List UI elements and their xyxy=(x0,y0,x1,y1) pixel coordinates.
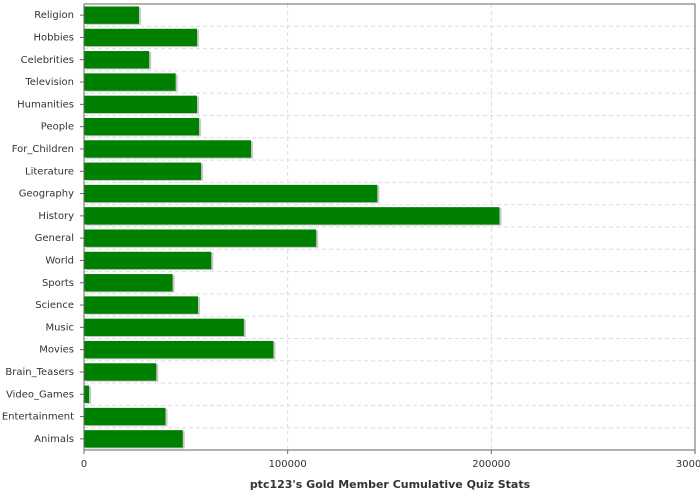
bar xyxy=(84,251,212,270)
bar xyxy=(84,363,157,381)
y-tick-label: Science xyxy=(35,300,74,311)
bar xyxy=(84,229,317,247)
bar xyxy=(84,162,202,180)
bar xyxy=(84,407,166,426)
chart-title: ptc123's Gold Member Cumulative Quiz Sta… xyxy=(250,478,531,491)
bar xyxy=(84,28,198,47)
bar xyxy=(84,6,139,24)
y-tick-label: People xyxy=(41,122,74,133)
y-tick-label: Hobbies xyxy=(34,32,74,43)
bar xyxy=(84,340,274,359)
bar xyxy=(84,95,198,114)
plot-border xyxy=(83,3,696,451)
y-tick-label: Television xyxy=(24,77,74,88)
bar xyxy=(84,51,150,69)
y-tick-label: Literature xyxy=(25,166,74,177)
bar xyxy=(84,140,252,158)
y-tick-label: Humanities xyxy=(17,99,74,110)
y-tick-label: For_Children xyxy=(12,144,74,155)
y-tick-label: Movies xyxy=(39,345,74,356)
y-tick-label: Religion xyxy=(34,10,74,21)
y-tick-label: History xyxy=(38,211,74,222)
x-tick-label: 300000 xyxy=(676,459,700,470)
bar xyxy=(84,385,90,403)
y-tick-label: Geography xyxy=(19,189,74,200)
bar xyxy=(84,318,244,337)
bar xyxy=(84,430,183,448)
x-tick-label: 0 xyxy=(81,459,87,470)
x-tick-label: 200000 xyxy=(472,459,510,470)
y-tick-label: Sports xyxy=(42,278,74,289)
bar xyxy=(84,296,199,314)
bar xyxy=(84,184,378,203)
y-tick-label: Music xyxy=(46,322,74,333)
y-tick-label: General xyxy=(35,233,74,244)
y-tick-label: Celebrities xyxy=(21,55,74,66)
bar xyxy=(84,207,500,225)
y-tick-label: Brain_Teasers xyxy=(5,367,74,378)
y-tick-label: World xyxy=(45,255,74,266)
bar xyxy=(84,73,176,91)
bar xyxy=(84,274,173,292)
y-tick-label: Animals xyxy=(34,434,74,445)
y-tick-label: Video_Games xyxy=(6,389,74,400)
bar xyxy=(84,117,200,136)
y-tick-label: Entertainment xyxy=(2,412,74,423)
x-tick-label: 100000 xyxy=(269,459,307,470)
